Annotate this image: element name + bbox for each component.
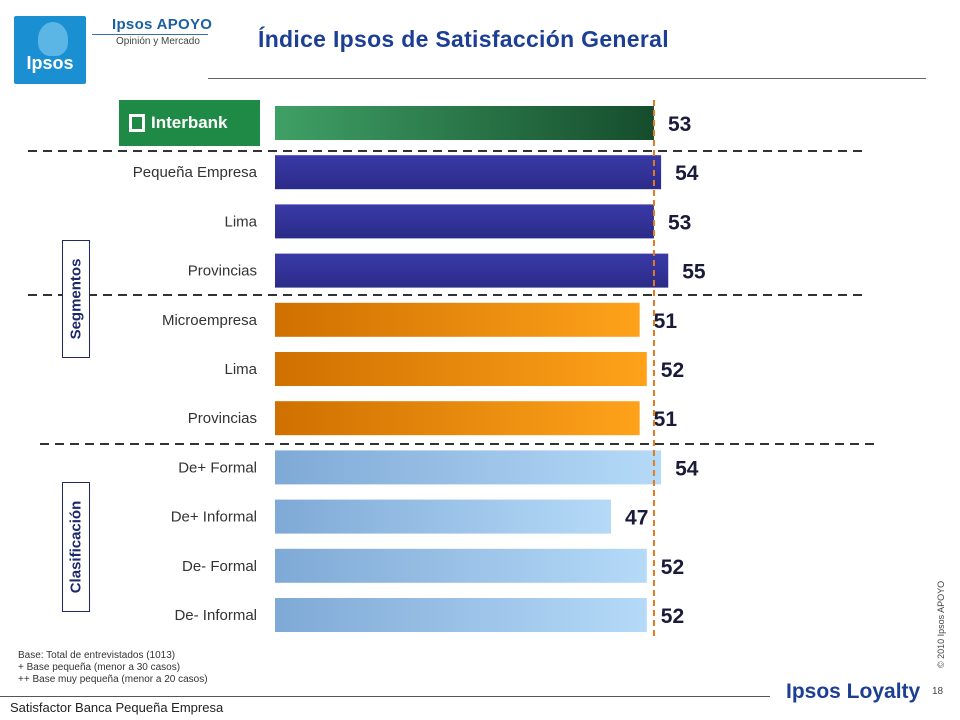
interbank-logo-text: Interbank — [151, 113, 228, 132]
footer-divider — [0, 696, 770, 697]
bar-3 — [275, 204, 654, 239]
category-label: De+ Informal — [171, 509, 257, 526]
bar-11 — [275, 598, 647, 632]
footer-report-title: Satisfactor Banca Pequeña Empresa — [10, 700, 224, 715]
clasificacion-label: Clasificación — [67, 500, 85, 594]
apoyo-brand-divider — [92, 34, 208, 35]
value-label: 51 — [654, 408, 678, 431]
bar-2 — [275, 155, 662, 190]
interbank-square-icon — [129, 114, 145, 132]
value-label: 55 — [682, 261, 706, 284]
ipsos-loyalty-logo: Ipsos Loyalty — [786, 680, 921, 703]
interbank-logo: Interbank — [119, 100, 260, 146]
ipsos-logo-text: Ipsos — [26, 53, 74, 73]
apoyo-brand-subtitle: Opinión y Mercado — [116, 36, 200, 47]
copyright-notice: © 2010 Ipsos APOYO — [936, 580, 946, 668]
segmentos-label: Segmentos — [67, 258, 85, 340]
page-title: Índice Ipsos de Satisfacción General — [258, 26, 669, 52]
value-label: 51 — [654, 310, 678, 333]
bar-4 — [275, 253, 669, 288]
category-label: De- Formal — [182, 558, 257, 575]
base-note-line: + Base pequeña (menor a 30 casos) — [18, 662, 181, 673]
category-label: De+ Formal — [178, 459, 257, 476]
apoyo-brand-title: Ipsos APOYO — [112, 16, 213, 33]
category-label: Provincias — [188, 263, 257, 280]
base-notes: Base: Total de entrevistados (1013) + Ba… — [18, 650, 208, 686]
group-dividers — [28, 150, 880, 445]
value-label: 54 — [675, 457, 699, 480]
segmentos-label-box: Segmentos — [62, 240, 90, 358]
base-note-line: Base: Total de entrevistados (1013) — [18, 650, 176, 661]
bar-7 — [275, 401, 640, 436]
clasificacion-label-box: Clasificación — [62, 482, 90, 612]
ipsos-logo-head-icon — [38, 22, 68, 56]
value-label: 54 — [675, 162, 699, 185]
value-label: 53 — [668, 211, 691, 234]
value-label: 53 — [668, 113, 691, 136]
bar-9 — [275, 499, 612, 534]
base-note-line: ++ Base muy pequeña (menor a 20 casos) — [18, 674, 208, 685]
ipsos-logo: Ipsos — [14, 16, 86, 84]
title-divider — [208, 78, 926, 79]
bar-1 — [275, 106, 654, 140]
category-label: Lima — [224, 213, 257, 230]
bar-5 — [275, 302, 640, 337]
page-number: 18 — [932, 686, 944, 697]
category-label: Microempresa — [162, 312, 258, 329]
value-label: 52 — [661, 605, 684, 628]
value-label: 52 — [661, 556, 684, 579]
category-label: De- Informal — [174, 607, 257, 624]
bar-8 — [275, 450, 662, 485]
category-label: Lima — [224, 361, 257, 378]
value-label: 47 — [625, 507, 648, 530]
category-label: Pequeña Empresa — [133, 164, 258, 181]
category-label: Provincias — [188, 410, 257, 427]
bar-6 — [275, 352, 647, 386]
value-label: 52 — [661, 359, 684, 382]
bar-10 — [275, 548, 647, 583]
